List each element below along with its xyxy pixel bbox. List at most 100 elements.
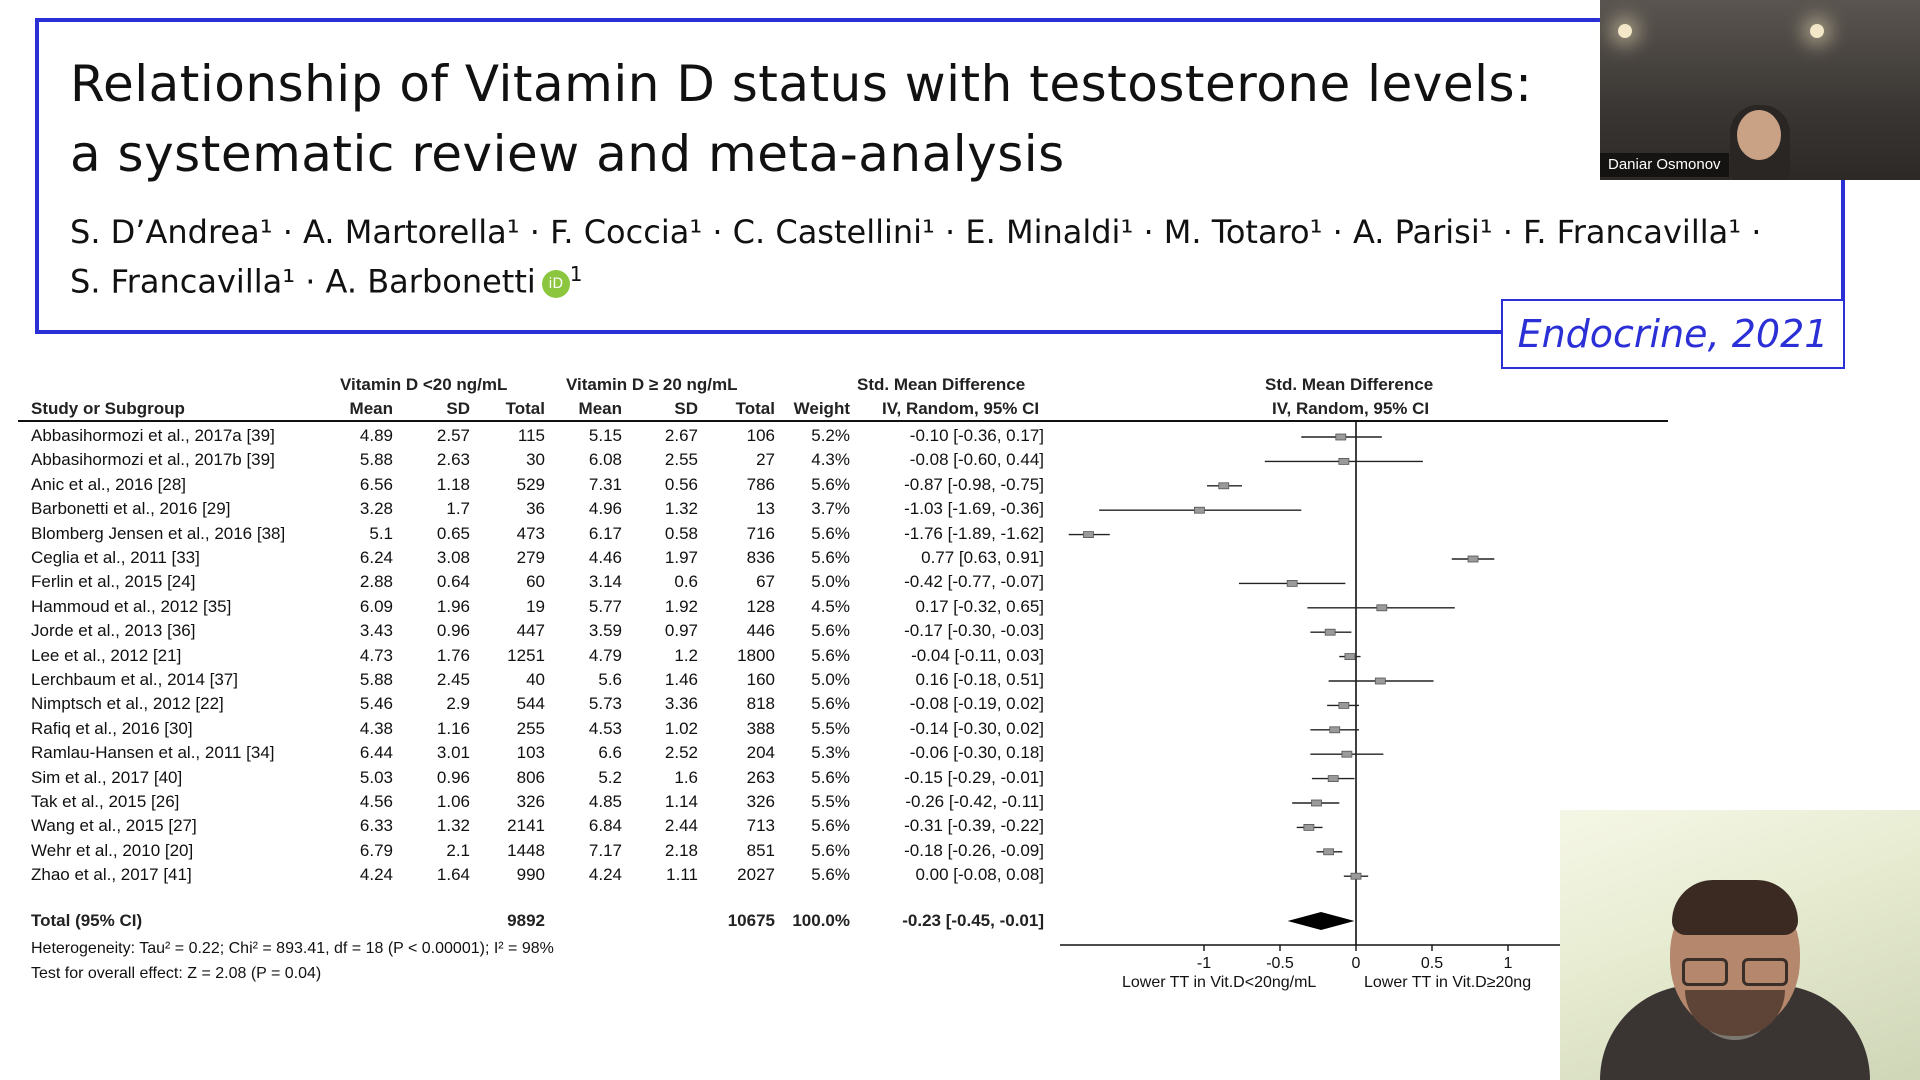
row-10-study: Lerchbaum et al., 2014 [37]	[31, 670, 238, 689]
row-0-ci: -0.10 [-0.36, 0.17]	[909, 426, 1044, 445]
row-11-n1: 544	[516, 694, 545, 714]
row-13-m2: 6.6	[598, 743, 622, 763]
row-3-m1: 3.28	[359, 499, 393, 519]
row-0-study: Abbasihormozi et al., 2017a [39]	[31, 426, 275, 445]
col-mean2-header: Mean	[578, 399, 622, 418]
row-7-n1: 19	[526, 596, 545, 616]
estimate-square-16	[1303, 824, 1315, 831]
estimate-square-10	[1374, 677, 1386, 685]
axis-right-label: Lower TT in Vit.D≥20ng	[1364, 974, 1532, 991]
row-0-m1: 4.89	[359, 426, 393, 445]
row-9-m1: 4.73	[359, 645, 393, 665]
row-17-sd1: 2.1	[446, 840, 470, 860]
row-9-sd1: 1.76	[436, 645, 470, 665]
title-box	[35, 18, 1845, 334]
row-14-n2: 263	[746, 767, 775, 787]
row-18-m1: 4.24	[359, 865, 393, 885]
row-7-n2: 128	[746, 596, 775, 616]
row-16-sd1: 1.32	[436, 816, 470, 836]
estimate-square-6	[1286, 580, 1298, 587]
estimate-square-2	[1218, 482, 1230, 490]
total-n1: 9892	[507, 911, 545, 930]
row-15-m1: 4.56	[359, 792, 393, 811]
authors-line2: S. Francavilla¹ · A. Barbonetti iD 1	[70, 262, 583, 301]
row-15-ci: -0.26 [-0.42, -0.11]	[905, 792, 1044, 811]
estimate-square-7	[1376, 604, 1388, 612]
row-5-study: Ceglia et al., 2011 [33]	[31, 548, 200, 567]
row-15-w: 5.5%	[811, 792, 850, 811]
group1-header: Vitamin D <20 ng/mL	[340, 375, 508, 394]
row-17-study: Wehr et al., 2010 [20]	[31, 840, 194, 860]
row-18-n2: 2027	[737, 865, 775, 885]
col-study-header: Study or Subgroup	[31, 399, 185, 418]
row-8-sd2: 0.97	[664, 621, 698, 641]
estimate-square-14	[1327, 775, 1339, 782]
authors-line2-sup: 1	[569, 262, 583, 286]
row-18-sd2: 1.11	[666, 865, 698, 885]
x-tick-label-2: 0	[1352, 955, 1361, 972]
orcid-icon[interactable]: iD	[541, 269, 570, 298]
row-12-sd2: 1.02	[664, 718, 698, 738]
row-10-sd2: 1.46	[664, 670, 698, 689]
row-0-sd2: 2.67	[664, 426, 698, 445]
row-18-study: Zhao et al., 2017 [41]	[31, 865, 192, 885]
row-8-ci: -0.17 [-0.30, -0.03]	[904, 621, 1044, 641]
video-tile-bottom[interactable]	[1560, 810, 1920, 1080]
video-tile-top[interactable]: Daniar Osmonov	[1600, 0, 1920, 180]
row-8-study: Jorde et al., 2013 [36]	[31, 621, 196, 641]
row-7-ci: 0.17 [-0.32, 0.65]	[915, 596, 1044, 616]
participant-head	[1737, 110, 1781, 160]
row-8-m2: 3.59	[588, 621, 622, 641]
row-12-sd1: 1.16	[436, 718, 470, 738]
row-18-n1: 990	[516, 865, 545, 885]
col-sd1-header: SD	[446, 399, 470, 418]
row-10-sd1: 2.45	[436, 670, 470, 689]
plot-header-2: IV, Random, 95% CI	[1272, 399, 1430, 418]
row-7-sd1: 1.96	[436, 596, 470, 616]
row-3-m2: 4.96	[588, 499, 622, 519]
row-8-w: 5.6%	[811, 621, 850, 641]
row-16-m1: 6.33	[359, 816, 393, 836]
total-ci: -0.23 [-0.45, -0.01]	[902, 911, 1044, 930]
row-10-n2: 160	[746, 670, 775, 689]
x-tick-label-4: 1	[1504, 955, 1513, 972]
row-8-m1: 3.43	[359, 621, 393, 641]
row-15-n1: 326	[516, 792, 545, 811]
lamp-light-left	[1618, 24, 1632, 38]
row-7-w: 4.5%	[811, 596, 850, 616]
row-16-w: 5.6%	[811, 816, 850, 836]
row-11-w: 5.6%	[811, 694, 850, 714]
col-total1-header: Total	[505, 399, 545, 418]
row-2-ci: -0.87 [-0.98, -0.75]	[904, 474, 1044, 494]
row-3-ci: -1.03 [-1.69, -0.36]	[904, 499, 1044, 519]
row-14-sd1: 0.96	[436, 767, 470, 787]
row-3-sd1: 1.7	[446, 499, 470, 519]
row-1-n1: 30	[526, 450, 545, 470]
row-17-n2: 851	[746, 840, 775, 860]
speaker-hair	[1672, 880, 1798, 935]
row-1-ci: -0.08 [-0.60, 0.44]	[909, 450, 1044, 470]
row-9-ci: -0.04 [-0.11, 0.03]	[911, 645, 1044, 665]
plot-header-1: Std. Mean Difference	[1265, 375, 1434, 394]
row-13-sd1: 3.01	[436, 743, 470, 763]
row-15-sd2: 1.14	[664, 792, 698, 811]
row-11-study: Nimptsch et al., 2012 [22]	[31, 694, 224, 714]
row-11-n2: 818	[746, 694, 775, 714]
row-5-n1: 279	[516, 548, 545, 567]
row-18-sd1: 1.64	[436, 865, 470, 885]
row-3-n2: 13	[756, 499, 775, 519]
glasses-left-icon	[1682, 958, 1728, 986]
row-14-study: Sim et al., 2017 [40]	[31, 767, 183, 787]
row-16-n2: 713	[746, 816, 775, 836]
row-8-n1: 447	[516, 621, 545, 641]
estimate-square-18	[1350, 872, 1362, 880]
row-13-w: 5.3%	[811, 743, 850, 763]
row-15-sd1: 1.06	[436, 792, 470, 811]
col-ci-header: IV, Random, 95% CI	[882, 399, 1040, 418]
row-10-m1: 5.88	[359, 670, 393, 689]
row-5-ci: 0.77 [0.63, 0.91]	[921, 548, 1044, 567]
row-14-sd2: 1.6	[674, 767, 698, 787]
row-17-m1: 6.79	[359, 840, 393, 860]
row-12-ci: -0.14 [-0.30, 0.02]	[909, 718, 1044, 738]
row-12-m2: 4.53	[588, 718, 622, 738]
